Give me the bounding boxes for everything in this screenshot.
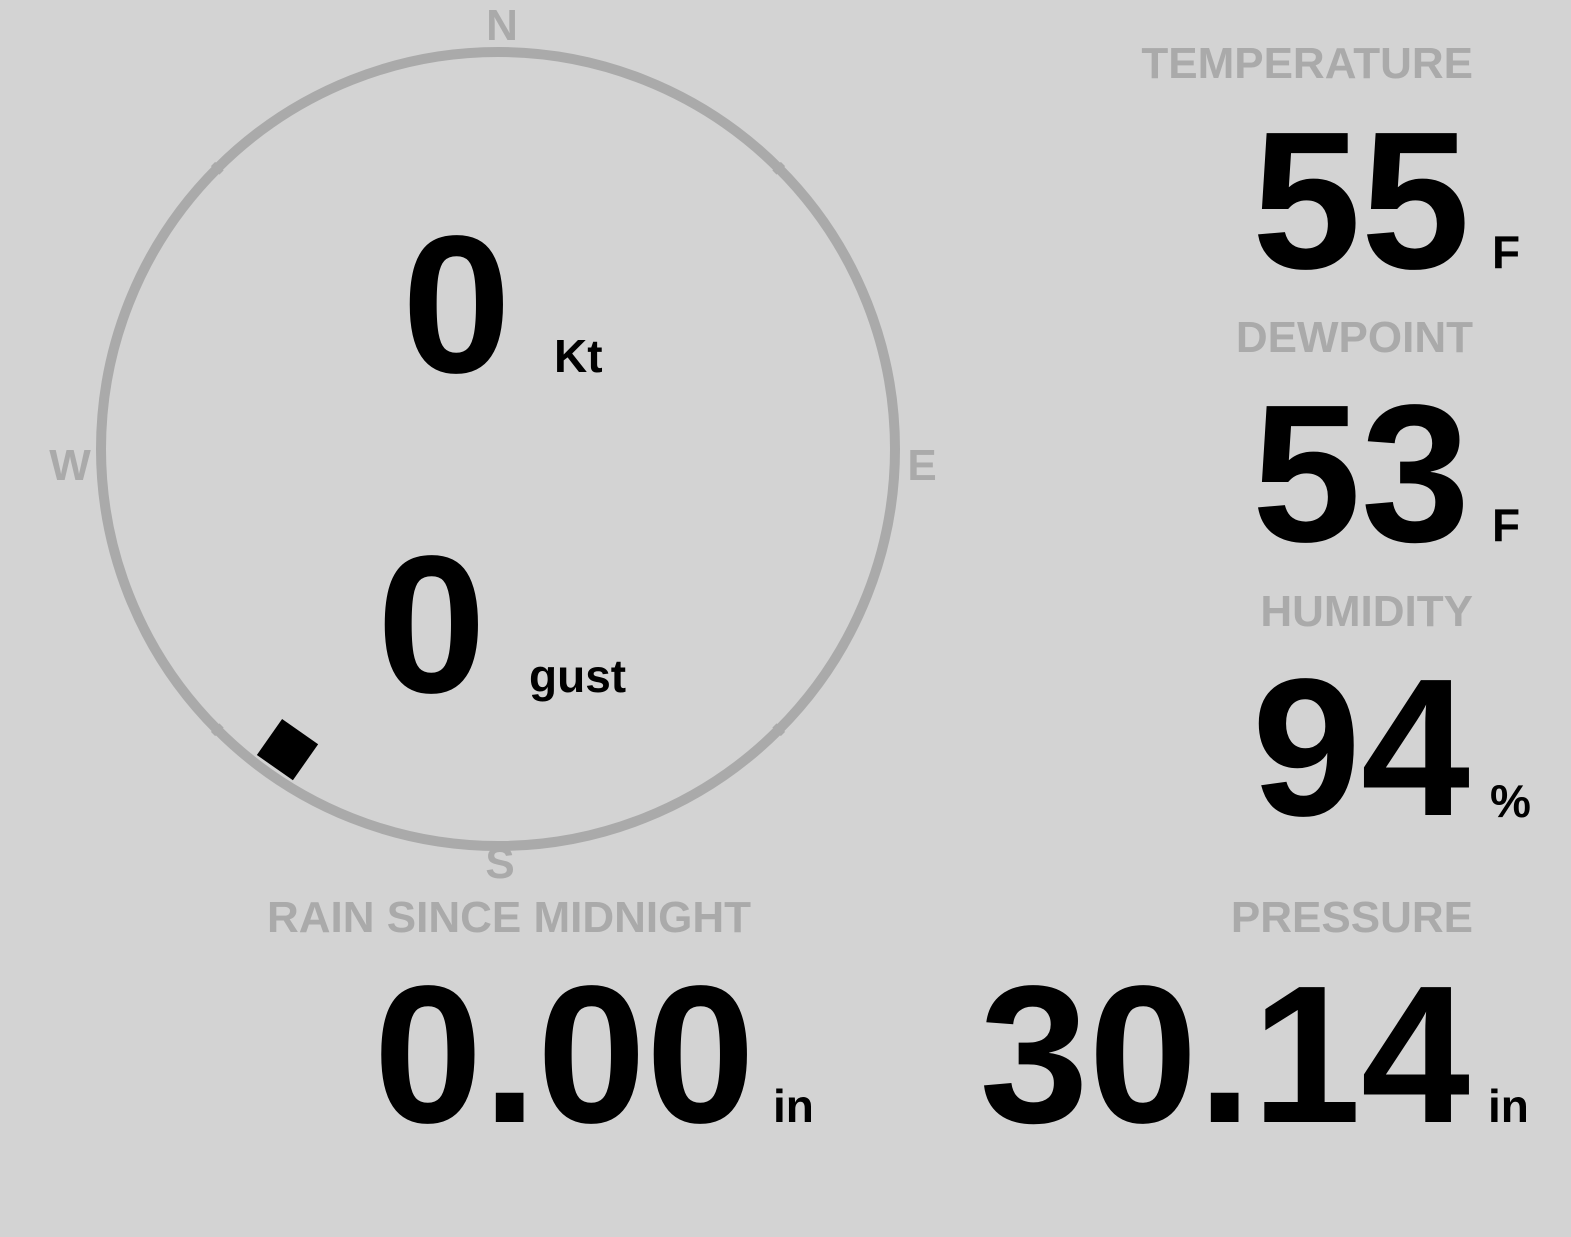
dewpoint-label: DEWPOINT	[1236, 313, 1473, 362]
wind-direction-marker-icon	[256, 718, 319, 781]
compass-west: W	[49, 441, 91, 490]
compass-north: N	[486, 1, 518, 50]
wind-speed-value: 0	[402, 195, 511, 414]
pressure-unit: in	[1488, 1080, 1529, 1132]
compass-ring	[96, 47, 900, 851]
compass-tick	[210, 161, 224, 175]
compass-tick	[772, 161, 786, 175]
pressure-label: PRESSURE	[1231, 893, 1473, 942]
rain-value: 0.00	[374, 945, 755, 1164]
dewpoint-unit: F	[1492, 499, 1520, 551]
compass: N E S W	[49, 1, 936, 888]
pressure-value: 30.14	[980, 945, 1470, 1164]
temperature-label: TEMPERATURE	[1141, 39, 1473, 88]
wind-gust-value: 0	[377, 515, 486, 734]
dewpoint-value: 53	[1252, 364, 1470, 583]
wind-gust-unit: gust	[529, 650, 626, 702]
wind-speed-unit: Kt	[554, 330, 603, 382]
temperature-unit: F	[1492, 226, 1520, 278]
compass-ticks	[210, 161, 786, 737]
compass-tick	[772, 723, 786, 737]
humidity-value: 94	[1252, 638, 1470, 857]
humidity-label: HUMIDITY	[1260, 587, 1473, 636]
compass-south: S	[485, 839, 514, 888]
temperature-value: 55	[1252, 91, 1470, 310]
rain-unit: in	[773, 1080, 814, 1132]
humidity-unit: %	[1490, 775, 1531, 827]
compass-east: E	[907, 441, 936, 490]
compass-tick	[210, 723, 224, 737]
rain-label: RAIN SINCE MIDNIGHT	[267, 893, 751, 942]
